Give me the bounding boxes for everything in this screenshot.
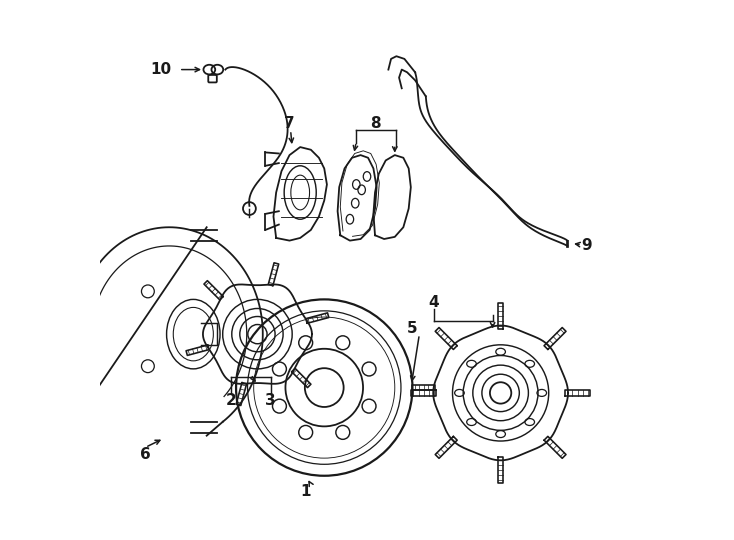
Text: 2: 2 bbox=[225, 394, 236, 408]
Text: 9: 9 bbox=[581, 239, 592, 253]
Text: 1: 1 bbox=[300, 484, 310, 500]
Text: 10: 10 bbox=[150, 62, 172, 77]
Text: 8: 8 bbox=[370, 116, 380, 131]
Text: 4: 4 bbox=[429, 294, 439, 309]
Text: 6: 6 bbox=[140, 447, 150, 462]
Text: 3: 3 bbox=[266, 394, 276, 408]
Circle shape bbox=[243, 202, 256, 215]
Text: 7: 7 bbox=[284, 116, 295, 131]
Text: 5: 5 bbox=[407, 321, 418, 336]
FancyArrow shape bbox=[207, 64, 220, 76]
